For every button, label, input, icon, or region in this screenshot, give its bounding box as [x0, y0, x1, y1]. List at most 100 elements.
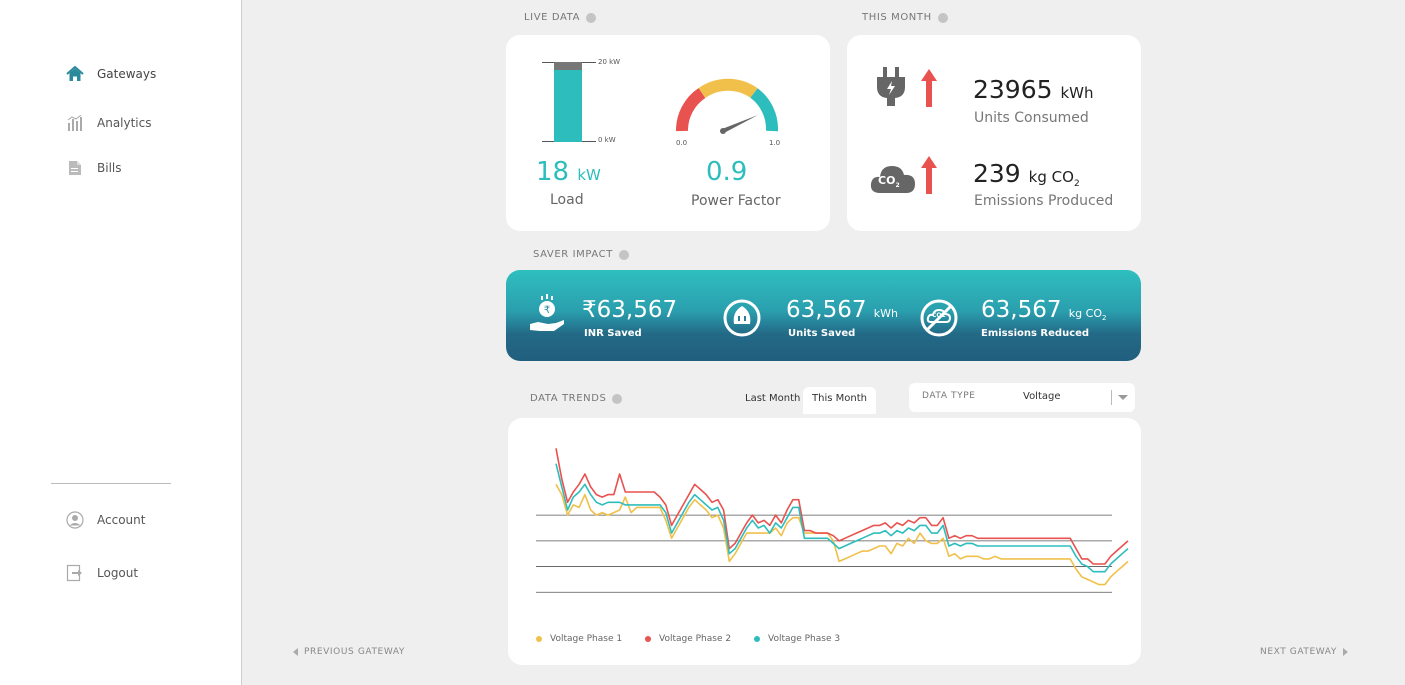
- no-co2-icon: CO2: [919, 298, 959, 338]
- svg-text:₹: ₹: [544, 305, 550, 316]
- chevron-left-icon: [293, 648, 298, 656]
- units-consumed-unit: kWh: [1060, 84, 1094, 102]
- chart-gridlines: [536, 514, 1112, 593]
- units-consumed-number: 23965: [973, 75, 1053, 104]
- no-co2-icon-text: CO2: [932, 312, 946, 319]
- help-icon[interactable]: [937, 12, 948, 23]
- units-saved-unit: kWh: [873, 307, 899, 320]
- this-month-label: THIS MONTH: [862, 12, 948, 23]
- inr-saved-value: ₹63,567: [582, 297, 678, 323]
- sidebar-divider: [51, 483, 171, 484]
- legend-phase-2: Voltage Phase 2: [645, 634, 731, 644]
- inr-saved-label: INR Saved: [584, 328, 642, 339]
- legend-dot: [645, 636, 651, 642]
- rupee-hand-icon: ₹: [530, 294, 564, 331]
- live-data-card: 20 kW 0 kW 18 kW Load 0.0 1.0 0.9 Power …: [506, 35, 830, 231]
- chevron-down-icon[interactable]: [1118, 395, 1128, 400]
- sidebar-item-bills[interactable]: Bills: [66, 159, 122, 177]
- previous-gateway-text: PREVIOUS GATEWAY: [304, 647, 406, 657]
- co2-cloud-icon: CO2: [870, 163, 916, 195]
- sidebar-item-gateways[interactable]: Gateways: [66, 65, 156, 83]
- data-trends-card: [508, 418, 1141, 665]
- this-month-label-text: THIS MONTH: [862, 12, 932, 23]
- saver-impact-banner: ₹ ₹63,567 INR Saved 63,567 kWh Units Sav…: [506, 270, 1141, 361]
- emissions-reduced-unit-main: kg CO: [1068, 307, 1102, 320]
- co2-cloud-text: CO2: [878, 174, 900, 189]
- series-line-phase-1: [555, 483, 1129, 586]
- data-trends-label-text: DATA TRENDS: [530, 393, 607, 404]
- load-min-label: 0 kW: [598, 136, 616, 144]
- co2-cloud-text-sub: 2: [895, 182, 900, 190]
- next-gateway-link[interactable]: NEXT GATEWAY: [1260, 647, 1348, 657]
- sidebar-item-logout[interactable]: Logout: [66, 564, 138, 582]
- tab-this-month[interactable]: This Month: [803, 387, 876, 414]
- tab-last-month[interactable]: Last Month: [745, 393, 801, 404]
- sidebar-item-label: Logout: [97, 566, 139, 580]
- sidebar-item-account[interactable]: Account: [66, 511, 145, 529]
- sidebar-item-label: Account: [97, 513, 146, 527]
- emissions-reduced-unit: kg CO2: [1068, 307, 1107, 323]
- pf-min-label: 0.0: [676, 139, 688, 147]
- live-data-label-text: LIVE DATA: [524, 12, 581, 23]
- legend-dot: [536, 636, 542, 642]
- units-consumed-label: Units Consumed: [974, 110, 1089, 126]
- power-factor-label: Power Factor: [691, 193, 781, 209]
- emissions-unit-main: kg CO: [1028, 168, 1074, 186]
- data-type-select[interactable]: DATA TYPE Voltage: [909, 383, 1135, 412]
- plug-icon: [877, 67, 905, 106]
- help-icon[interactable]: [618, 249, 629, 260]
- load-max-label: 20 kW: [598, 58, 621, 66]
- load-label: Load: [550, 192, 584, 208]
- plug-leaf-icon: [723, 299, 761, 337]
- sidebar-item-analytics[interactable]: Analytics: [66, 114, 152, 132]
- previous-gateway-link[interactable]: PREVIOUS GATEWAY: [293, 647, 405, 657]
- emissions-label: Emissions Produced: [974, 193, 1114, 209]
- emissions-unit: kg CO2: [1028, 168, 1080, 189]
- legend-phase-3: Voltage Phase 3: [754, 634, 840, 644]
- bar-chart-icon: [66, 114, 84, 132]
- sidebar-item-label: Bills: [97, 161, 122, 175]
- co2-cloud-text-main: CO: [878, 174, 896, 187]
- emissions-reduced-value: 63,567 kg CO2: [981, 297, 1106, 323]
- legend-label: Voltage Phase 1: [550, 634, 623, 644]
- legend-dot: [754, 636, 760, 642]
- load-bar: [554, 62, 582, 142]
- saver-impact-label-text: SAVER IMPACT: [533, 249, 613, 260]
- units-saved-value: 63,567 kWh: [786, 297, 898, 323]
- data-trends-label: DATA TRENDS: [530, 393, 623, 404]
- emissions-unit-sub: 2: [1073, 179, 1080, 189]
- emissions-number: 239: [973, 159, 1021, 188]
- emissions-reduced-label: Emissions Reduced: [981, 328, 1090, 339]
- series-line-phase-2: [555, 448, 1129, 565]
- help-icon[interactable]: [612, 393, 623, 404]
- logout-icon: [66, 564, 84, 582]
- emissions-value: 239 kg CO2: [973, 159, 1080, 189]
- emissions-reduced-number: 63,567: [981, 297, 1062, 323]
- this-month-card: 23965 kWh Units Consumed CO2 239 kg CO2 …: [847, 35, 1141, 231]
- legend-label: Voltage Phase 2: [659, 634, 732, 644]
- load-value-number: 18: [536, 157, 570, 187]
- units-consumed-value: 23965 kWh: [973, 75, 1094, 104]
- chevron-right-icon: [1342, 648, 1348, 656]
- units-saved-number: 63,567: [786, 297, 867, 323]
- sidebar-item-label: Gateways: [97, 67, 157, 81]
- next-gateway-text: NEXT GATEWAY: [1260, 647, 1337, 657]
- pf-max-label: 1.0: [769, 139, 781, 147]
- data-type-separator: [1111, 390, 1112, 405]
- voltage-trend-chart: [536, 448, 1129, 593]
- user-icon: [66, 511, 84, 529]
- home-icon: [66, 65, 84, 83]
- units-saved-label: Units Saved: [788, 328, 856, 339]
- load-bar-empty: [554, 62, 582, 70]
- help-icon[interactable]: [586, 12, 597, 23]
- document-icon: [66, 159, 84, 177]
- emissions-reduced-unit-sub: 2: [1102, 314, 1107, 323]
- load-value: 18 kW: [536, 157, 601, 187]
- data-type-value: Voltage: [1023, 391, 1061, 402]
- power-factor-value: 0.9: [706, 157, 748, 187]
- arrow-up-icon: [921, 156, 937, 194]
- legend-label: Voltage Phase 3: [768, 634, 841, 644]
- sidebar-item-label: Analytics: [97, 116, 152, 130]
- sidebar: Gateways Analytics Bills Account Logout: [0, 0, 242, 685]
- series-line-phase-3: [555, 463, 1129, 573]
